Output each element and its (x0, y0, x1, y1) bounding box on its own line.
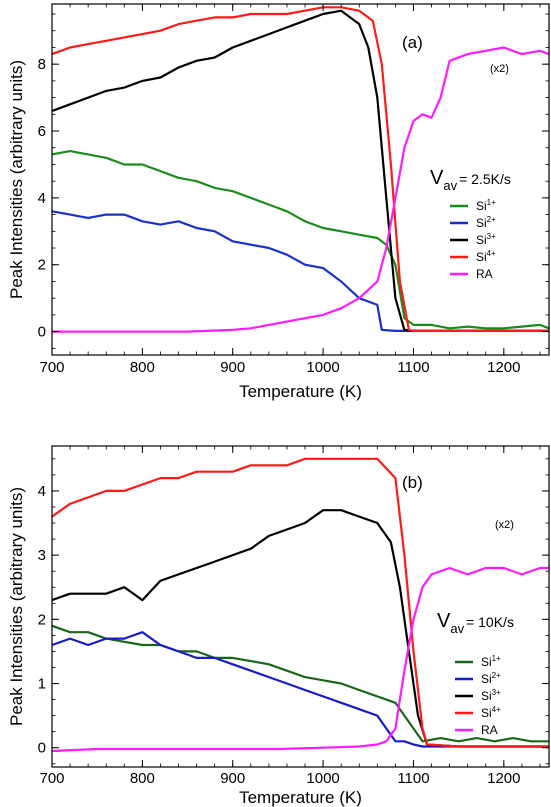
series-line-ra (52, 566, 549, 753)
series-line-si3 (52, 9, 549, 332)
panel-label: (a) (402, 33, 423, 52)
y-axis-label: Peak Intensities (arbitrary units) (7, 487, 26, 726)
y-tick-label: 4 (38, 190, 46, 207)
x-tick-label: 1100 (397, 359, 429, 376)
legend-entry: RA (481, 723, 498, 737)
scale-annotation: (x2) (490, 63, 509, 75)
y-tick-label: 0 (38, 740, 46, 757)
series-line-ra (52, 46, 549, 333)
legend-entry: Si1+ (476, 198, 496, 213)
x-tick-label: 800 (130, 359, 155, 376)
scale-annotation: (x2) (495, 519, 514, 531)
plot-frame (51, 445, 550, 768)
x-axis-label: Temperature (K) (239, 788, 362, 807)
legend: Si1+ Si2+ Si3+ Si4+ RA (450, 198, 496, 281)
y-tick-label: 2 (38, 257, 46, 274)
y-tick-label: 3 (38, 547, 46, 564)
series-line-si1 (52, 624, 549, 743)
panel-b-chart: 700 800 900 1000 1100 1200 0 1 2 3 4 Temperature (K… (7, 445, 550, 807)
x-tick-label: 1000 (306, 359, 339, 376)
y-tick-label: 2 (38, 611, 46, 628)
legend-entry: Si1+ (481, 654, 501, 669)
series-line-si3 (52, 509, 549, 748)
plot-frame (51, 3, 550, 356)
x-axis-label: Temperature (K) (239, 382, 362, 401)
series-line-si1 (52, 150, 549, 330)
x-tick-label: 800 (130, 770, 155, 787)
series-line-si2 (52, 631, 549, 748)
legend-entry: Si2+ (481, 671, 501, 686)
x-tick-label: 1100 (397, 770, 429, 787)
x-tick-label: 900 (220, 770, 245, 787)
y-axis-label: Peak Intensities (arbitrary units) (7, 60, 26, 299)
y-tick-label: 0 (38, 324, 46, 341)
x-tick-label: 1200 (487, 359, 520, 376)
panel-a-chart: 700 800 900 1000 1100 1200 0 2 4 6 8 Temperature (K… (7, 3, 550, 401)
series-group (52, 457, 549, 753)
x-tick-label: 700 (39, 359, 64, 376)
series-line-si2 (52, 210, 549, 332)
legend-entry: Si2+ (476, 215, 496, 230)
legend-entry: Si3+ (476, 232, 496, 247)
y-tick-label: 8 (38, 56, 46, 73)
y-tick-label: 4 (38, 483, 46, 500)
heating-rate-label: Vav = 10K/s (437, 610, 514, 636)
legend-entry: RA (476, 267, 493, 281)
x-tick-label: 1200 (487, 770, 520, 787)
legend-entry: Si4+ (476, 249, 496, 264)
legend-entry: Si3+ (481, 688, 501, 703)
x-tick-label: 700 (39, 770, 64, 787)
legend-entry: Si4+ (481, 705, 501, 720)
heating-rate-label: Vav = 2.5K/s (430, 167, 511, 193)
legend: Si1+ Si2+ Si3+ Si4+ RA (455, 654, 501, 737)
series-line-si4 (52, 457, 549, 748)
panel-label: (b) (402, 473, 423, 492)
series-line-si4 (52, 6, 549, 332)
x-tick-label: 1000 (306, 770, 339, 787)
x-tick-label: 900 (220, 359, 245, 376)
y-tick-label: 6 (38, 123, 46, 140)
series-group (52, 6, 549, 333)
y-tick-label: 1 (38, 676, 46, 693)
